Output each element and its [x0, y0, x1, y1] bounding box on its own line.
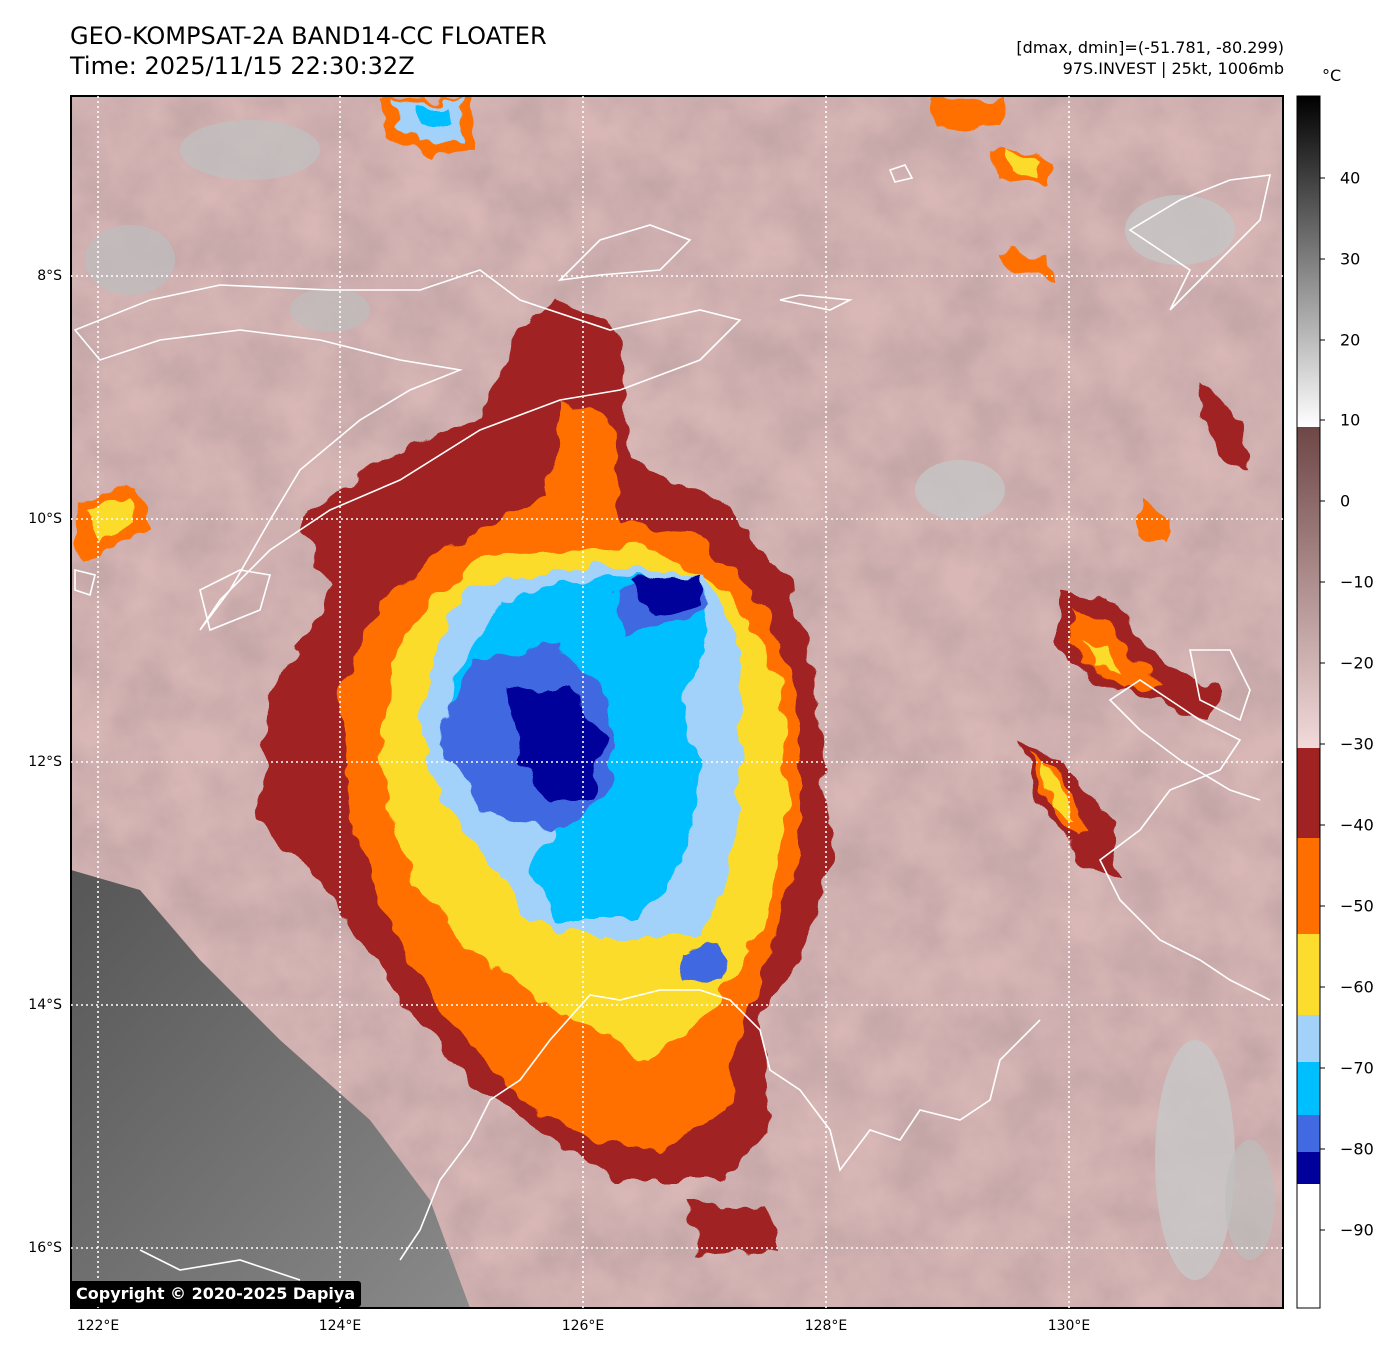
colorbar-ticks	[1320, 177, 1325, 1231]
lon-label: 122°E	[76, 1318, 120, 1334]
colorbar-segment	[1297, 1062, 1320, 1115]
colorbar-tick-label: −10	[1340, 572, 1374, 592]
colorbar-tick-label: 0	[1340, 491, 1351, 511]
colorbar-segment	[1297, 748, 1320, 838]
colorbar-segment	[1297, 934, 1320, 1015]
colorbar-tick-label: −80	[1340, 1139, 1374, 1159]
imagery-layer	[71, 96, 1283, 1308]
lon-label: 130°E	[1047, 1318, 1091, 1334]
lat-label: 8°S	[37, 268, 62, 284]
colorbar-segment	[1297, 96, 1320, 427]
lat-label: 10°S	[28, 511, 62, 527]
copyright-badge: Copyright © 2020-2025 Dapiya	[70, 1281, 362, 1307]
lon-label: 128°E	[804, 1318, 848, 1334]
colorbar-tick-label: −60	[1340, 977, 1374, 997]
colorbar-frame	[1296, 95, 1321, 1309]
land-warm-area	[71, 870, 470, 1308]
temperature-range: [dmax, dmin]=(-51.781, -80.299)	[1016, 38, 1284, 57]
colorbar-tick-label: 10	[1340, 410, 1361, 430]
secondary-convection	[75, 98, 1250, 1255]
band-minus-83	[510, 690, 605, 805]
colorbar-tick-label: 30	[1340, 249, 1361, 269]
product-title: GEO-KOMPSAT-2A BAND14-CC FLOATER	[70, 22, 547, 50]
colorbar-tick-label: −30	[1340, 734, 1374, 754]
colorbar-tick-label: 40	[1340, 168, 1361, 188]
colorbar-tick-label: −70	[1340, 1058, 1374, 1078]
colorbar-segment	[1297, 427, 1320, 748]
colorbar-tick-label: −50	[1340, 896, 1374, 916]
coastlines	[73, 164, 1272, 1281]
colorbar-tick-label: −90	[1340, 1220, 1374, 1240]
observation-time: Time: 2025/11/15 22:30:32Z	[70, 52, 415, 80]
colorbar-tick-label: −40	[1340, 815, 1374, 835]
graticule	[71, 96, 1283, 1308]
storm-info: 97S.INVEST | 25kt, 1006mb	[1062, 59, 1284, 78]
colorbar	[1296, 95, 1325, 1309]
lon-label: 124°E	[318, 1318, 362, 1334]
colorbar-unit: °C	[1322, 66, 1342, 85]
lat-label: 16°S	[28, 1240, 62, 1256]
colorbar-tick-label: 20	[1340, 330, 1361, 350]
colorbar-segment	[1297, 1184, 1320, 1308]
colorbar-segment	[1297, 838, 1320, 934]
lat-label: 12°S	[28, 754, 62, 770]
lat-label: 14°S	[28, 997, 62, 1013]
main-convection	[260, 300, 830, 1180]
gray-warm-areas	[71, 120, 1275, 1308]
colorbar-segment	[1297, 1152, 1320, 1184]
colorbar-segment	[1297, 1015, 1320, 1062]
plot-frame	[70, 95, 1284, 1309]
colorbar-segment	[1297, 1115, 1320, 1152]
lon-label: 126°E	[561, 1318, 605, 1334]
colorbar-tick-label: −20	[1340, 653, 1374, 673]
